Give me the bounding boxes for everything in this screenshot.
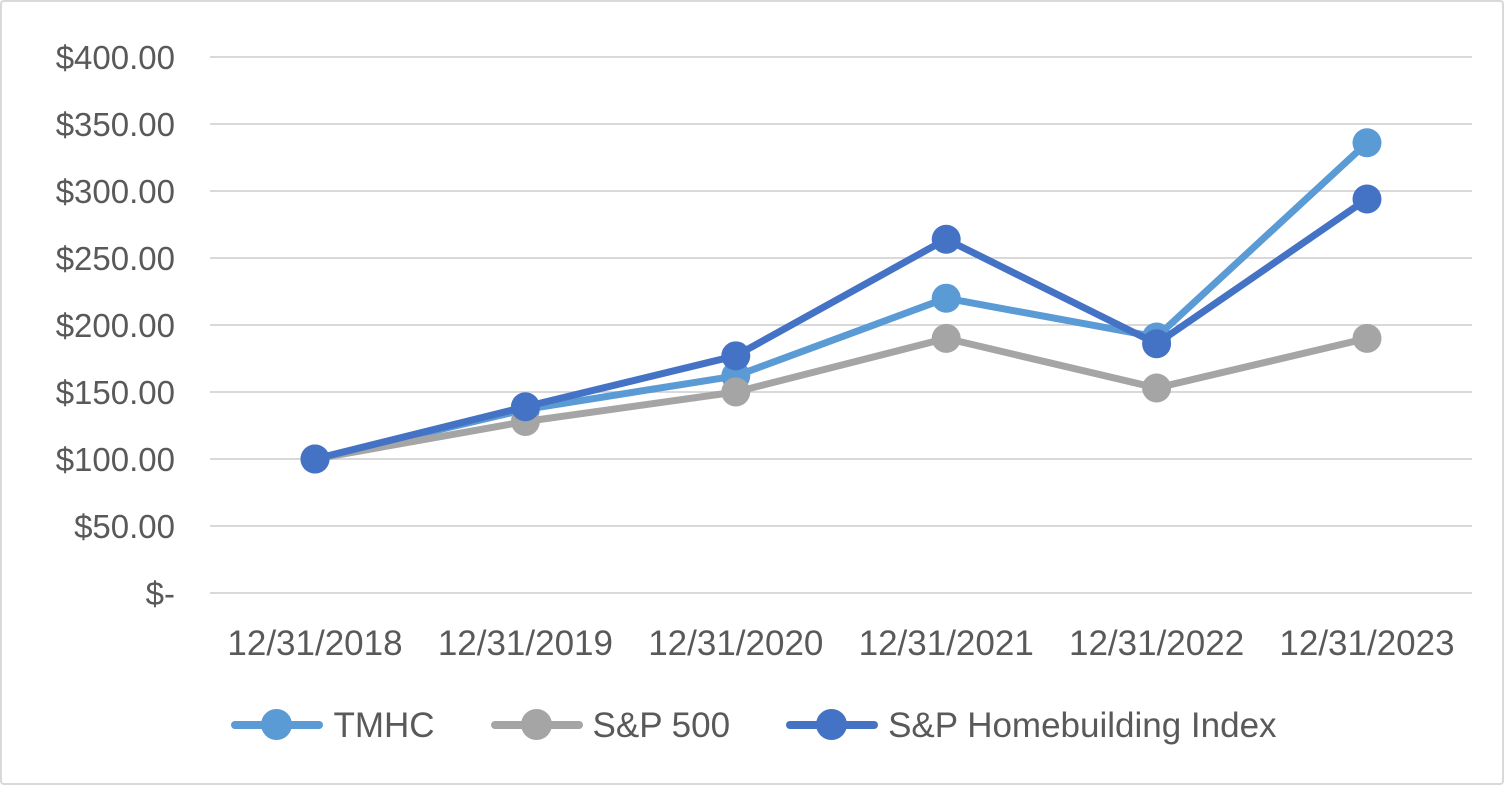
data-point [1352,323,1382,353]
y-axis-tick-label: $350.00 [56,106,175,143]
y-axis-tick-label: $- [146,575,175,612]
legend-label-sp500: S&P 500 [592,705,731,745]
legend-label-sp-homebuilding: S&P Homebuilding Index [888,705,1277,745]
line-marker-icon [231,708,324,742]
x-axis-tick-label: 12/31/2023 [1279,624,1454,663]
series-line-2 [311,195,1371,463]
legend-item-sp-homebuilding: S&P Homebuilding Index [786,708,1277,743]
x-axis-tick-label: 12/31/2022 [1069,624,1244,663]
data-point [1352,184,1382,214]
y-axis-tick-label: $50.00 [74,508,175,545]
legend-item-tmhc: TMHC [231,705,435,745]
data-point [510,392,540,422]
x-axis-tick-label: 12/31/2020 [648,624,823,663]
data-point [1352,128,1382,158]
data-point [931,283,961,313]
x-axis-tick-label: 12/31/2021 [859,624,1034,663]
y-axis-tick-label: $250.00 [56,240,175,277]
data-point [721,377,751,407]
data-point [300,444,330,474]
data-point [931,323,961,353]
y-axis-tick-label: $200.00 [56,307,175,344]
y-axis-tick-label: $100.00 [56,441,175,478]
legend-item-sp500: S&P 500 [490,705,731,745]
y-axis-tick-label: $150.00 [56,374,175,411]
data-point [1142,329,1172,359]
y-axis-tick-label: $400.00 [56,39,175,76]
data-point [1142,373,1172,403]
legend-label-tmhc: TMHC [333,705,435,745]
legend: TMHC S&P 500 S&P Homebuilding Index [2,700,1502,750]
series-line-1 [311,334,1371,463]
x-axis-tick-label: 12/31/2018 [227,624,402,663]
data-point [721,341,751,371]
data-point [931,224,961,254]
y-axis-tick-label: $300.00 [56,173,175,210]
line-marker-icon [786,708,879,742]
line-marker-icon [490,708,583,742]
x-axis-tick-label: 12/31/2019 [438,624,613,663]
